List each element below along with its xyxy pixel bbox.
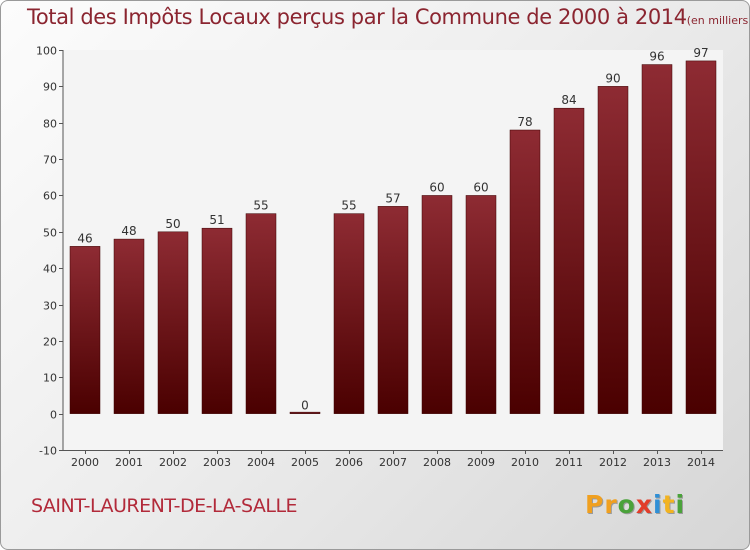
data-label: 50: [165, 217, 180, 231]
bar: [157, 231, 189, 414]
data-label: 90: [605, 71, 620, 85]
bar: [289, 411, 321, 414]
bar: [245, 213, 277, 414]
logo-letter: i: [675, 490, 686, 519]
data-label: 51: [209, 213, 224, 227]
bar: [509, 129, 541, 414]
bar: [553, 107, 585, 414]
y-tick-label: 100: [36, 45, 57, 58]
logo-letter: i: [653, 490, 663, 519]
data-label: 84: [561, 93, 576, 107]
bar: [333, 213, 365, 414]
bar: [69, 246, 101, 414]
logo-letter: t: [662, 490, 676, 519]
y-tick-label: 90: [43, 81, 57, 94]
bar: [113, 238, 145, 414]
x-tick-label: 2009: [467, 456, 495, 469]
x-tick-label: 2000: [71, 456, 99, 469]
data-label: 60: [473, 180, 488, 194]
logo-letter: o: [617, 490, 636, 519]
chart-unit: (en milliers d'€): [686, 14, 749, 27]
data-label: 55: [253, 199, 268, 213]
x-tick-label: 2014: [687, 456, 715, 469]
x-tick-label: 2011: [555, 456, 583, 469]
y-tick-label: 30: [43, 300, 57, 313]
bar: [597, 86, 629, 414]
y-tick-label: 70: [43, 154, 57, 167]
x-tick-label: 2004: [247, 456, 275, 469]
data-label: 57: [385, 191, 400, 205]
y-tick-label: 50: [43, 227, 57, 240]
x-tick-label: 2006: [335, 456, 363, 469]
x-tick-label: 2007: [379, 456, 407, 469]
data-label: 78: [517, 115, 532, 129]
bar: [421, 195, 453, 414]
data-label: 60: [429, 180, 444, 194]
x-tick-label: 2010: [511, 456, 539, 469]
data-label: 0: [301, 399, 309, 413]
data-label: 97: [693, 46, 708, 60]
y-tick-label: 80: [43, 118, 57, 131]
chart-title-text: Total des Impôts Locaux perçus par la Co…: [27, 5, 687, 29]
bar: [201, 227, 233, 414]
y-tick-label: 0: [50, 409, 57, 422]
data-label: 48: [121, 224, 136, 238]
x-tick-label: 2008: [423, 456, 451, 469]
logo-letter: P: [585, 490, 605, 519]
logo-letter: x: [635, 490, 653, 519]
chart-title: Total des Impôts Locaux perçus par la Co…: [27, 5, 749, 29]
bar: [465, 195, 497, 414]
x-tick-label: 2003: [203, 456, 231, 469]
bar: [641, 64, 673, 414]
x-tick-label: 2012: [599, 456, 627, 469]
x-tick-label: 2005: [291, 456, 319, 469]
data-label: 55: [341, 199, 356, 213]
data-label: 96: [649, 50, 664, 64]
logo-letter: r: [604, 490, 618, 519]
data-label: 46: [77, 231, 92, 245]
x-tick-label: 2002: [159, 456, 187, 469]
x-tick-label: 2013: [643, 456, 671, 469]
y-tick-label: 40: [43, 263, 57, 276]
proxiti-logo: Proxiti: [585, 490, 685, 519]
x-tick-label: 2001: [115, 456, 143, 469]
y-tick-label: -10: [39, 445, 57, 458]
y-tick-label: 60: [43, 190, 57, 203]
bar: [685, 60, 717, 414]
commune-name: SAINT-LAURENT-DE-LA-SALLE: [31, 495, 298, 517]
bar: [377, 206, 409, 414]
y-tick-label: 10: [43, 372, 57, 385]
y-tick-label: 20: [43, 336, 57, 349]
